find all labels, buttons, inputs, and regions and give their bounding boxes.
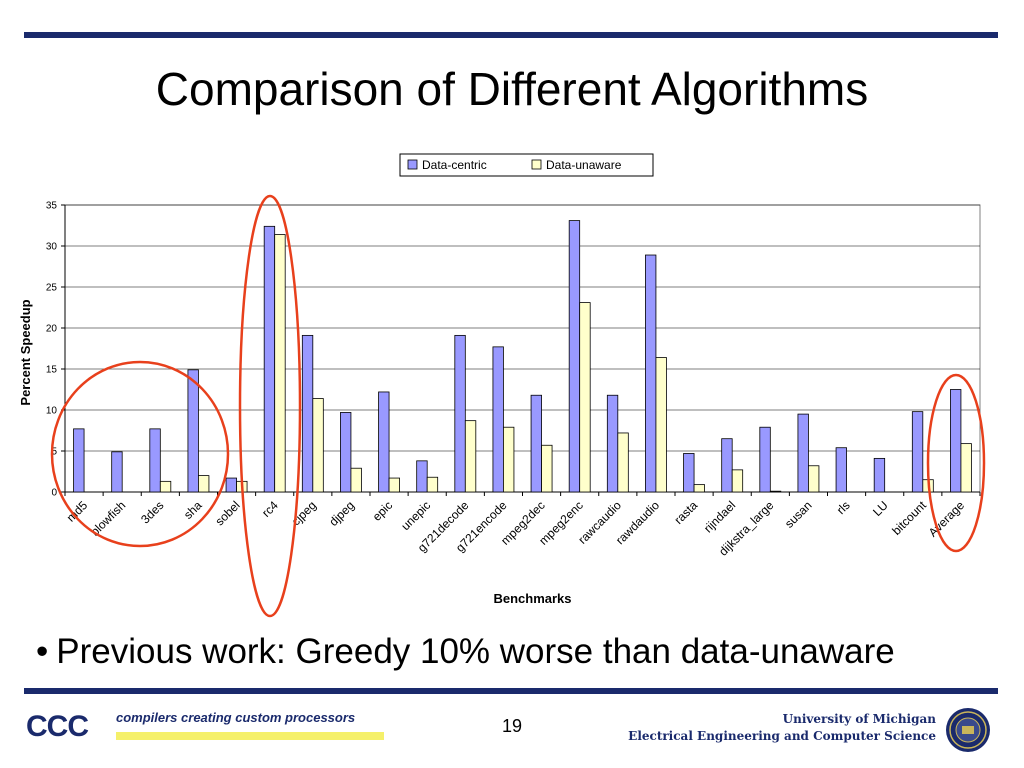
bar-data-centric [645, 254, 657, 493]
bar-data-centric [606, 394, 619, 493]
bar-data-centric [797, 413, 809, 493]
x-axis-title: Benchmarks [493, 591, 571, 606]
x-tick-label: md5 [64, 498, 91, 525]
bar-data-unaware [693, 484, 705, 493]
x-tick-label: susan [782, 498, 815, 531]
x-tick-label: rls [834, 498, 853, 517]
bar-data-centric [835, 447, 847, 493]
x-tick-label: rasta [671, 498, 700, 527]
y-axis-title: Percent Speedup [18, 299, 33, 405]
bullet-point: • Previous work: Greedy 10% worse than da… [36, 632, 895, 672]
x-tick-label: rijndael [701, 498, 738, 535]
bar-data-centric [492, 346, 504, 493]
highlight-circle-left [50, 360, 230, 548]
legend-label: Data-centric [422, 158, 487, 172]
university-credit: University of Michigan Electrical Engine… [628, 712, 936, 743]
bar-data-unaware [769, 490, 782, 493]
y-tick-label: 20 [46, 324, 58, 335]
bar-data-centric [873, 457, 886, 493]
bar-data-centric [73, 428, 85, 493]
university-seal-icon [946, 708, 990, 752]
bar-data-unaware [579, 302, 591, 493]
bar-data-centric [111, 451, 123, 493]
x-tick-label: cjpeg [289, 498, 319, 528]
highlight-ellipse-average [926, 373, 986, 553]
bullet-text: Previous work: Greedy 10% worse than dat… [56, 632, 895, 671]
bar-data-centric [721, 438, 733, 493]
page-number: 19 [501, 716, 523, 736]
bar-data-centric [263, 225, 276, 493]
x-tick-label: sobel [212, 498, 242, 528]
tagline-underline [116, 732, 384, 740]
bar-data-centric [530, 394, 542, 493]
bar-data-centric [683, 453, 695, 493]
bar-data-unaware [464, 420, 477, 493]
bar-data-centric [149, 428, 161, 493]
bar-data-centric [950, 389, 962, 493]
y-tick-label: 15 [46, 365, 58, 376]
x-tick-label: 3des [138, 498, 166, 526]
department-name: Electrical Engineering and Computer Scie… [628, 729, 936, 743]
bar-data-centric [340, 412, 352, 493]
x-tick-label: sha [181, 498, 205, 522]
bar-data-centric [416, 460, 428, 493]
bar-data-centric [568, 220, 581, 493]
x-tick-label: bitcount [889, 498, 929, 538]
y-tick-label: 35 [46, 201, 58, 212]
legend-swatch [531, 159, 542, 170]
x-tick-label: LU [870, 498, 891, 519]
university-name: University of Michigan [782, 712, 936, 726]
bar-data-unaware [274, 234, 286, 493]
bullet-dot: • [36, 632, 49, 671]
x-tick-label: unepic [398, 498, 433, 533]
bar-data-unaware [350, 467, 362, 493]
ccc-logo: CCC compilers creating custom processors [26, 706, 384, 746]
bar-data-unaware [655, 357, 667, 493]
legend-swatch [407, 159, 418, 170]
y-tick-label: 10 [46, 406, 58, 417]
bar-data-unaware [426, 476, 439, 493]
bar-data-unaware [808, 465, 820, 493]
bar-data-unaware [731, 469, 744, 493]
bar-data-centric [225, 477, 237, 493]
bar-data-unaware [960, 443, 972, 493]
bar-data-unaware [159, 480, 172, 493]
y-tick-label: 25 [46, 283, 58, 294]
bar-data-unaware [541, 444, 553, 493]
bar-data-unaware [617, 432, 629, 493]
highlight-ellipse-rc4 [238, 194, 302, 618]
bar-data-centric [378, 391, 390, 493]
legend-label: Data-unaware [546, 158, 622, 172]
top-rule [24, 32, 998, 38]
bar-data-unaware [503, 426, 515, 493]
x-tick-label: djpeg [326, 498, 357, 529]
footer-tagline: compilers creating custom processors [116, 710, 356, 725]
bottom-rule [24, 688, 998, 694]
plot-area [64, 204, 981, 493]
bar-data-unaware [388, 477, 400, 493]
x-tick-label: rc4 [259, 498, 281, 520]
x-tick-label: epic [370, 498, 395, 523]
bar-data-centric [911, 411, 924, 493]
y-tick-label: 5 [51, 447, 57, 458]
bar-data-unaware [312, 398, 324, 493]
bar-data-centric [454, 334, 466, 493]
bar-data-centric [187, 369, 199, 493]
bar-data-centric [759, 426, 771, 493]
y-tick-label: 0 [51, 488, 57, 499]
y-tick-label: 30 [46, 242, 58, 253]
legend-box [399, 153, 654, 177]
bar-data-centric [301, 334, 314, 493]
slide-title: Comparison of Different Algorithms [155, 63, 869, 115]
bar-data-unaware [198, 475, 210, 493]
ccc-logo-text: CCC [26, 710, 89, 743]
